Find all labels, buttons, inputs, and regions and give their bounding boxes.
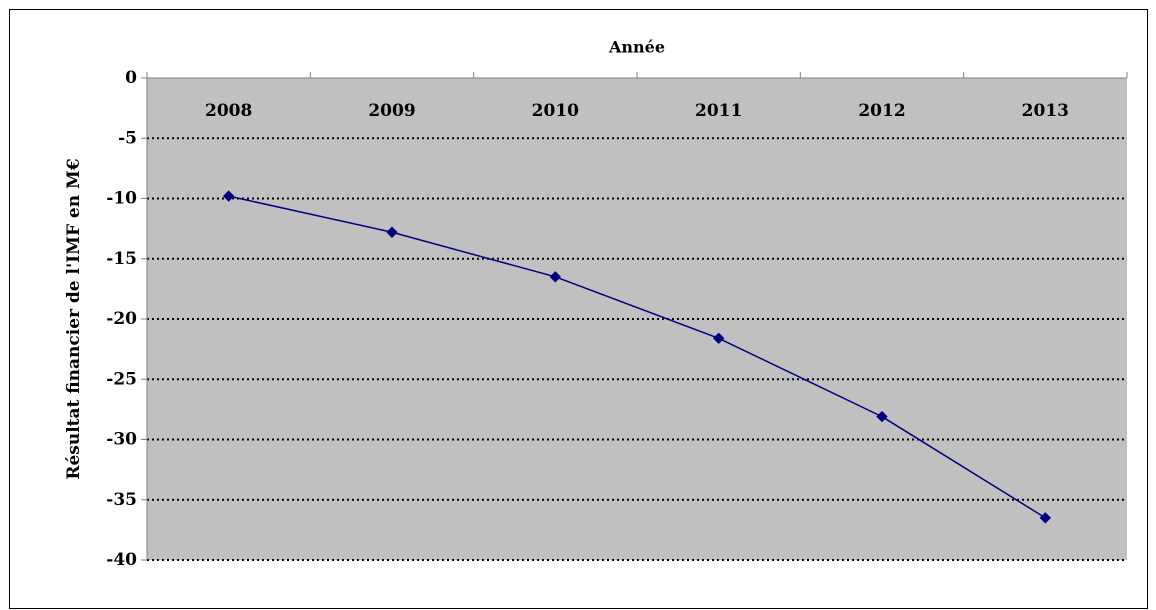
series	[222, 190, 1052, 524]
data-point	[876, 410, 888, 423]
y-tick-label: -20	[106, 309, 137, 329]
chart-frame: 0 -5 -10 -15 -20 -25 -30 -35 -40 2008 2009 2010 201…	[9, 9, 1148, 609]
y-tick-label: 0	[125, 68, 137, 88]
y-tick-label: -35	[106, 490, 137, 510]
x-tick-label: 2010	[532, 101, 579, 121]
y-axis: 0 -5 -10 -15 -20 -25 -30 -35 -40	[106, 68, 147, 570]
x-tick-label: 2008	[205, 101, 252, 121]
x-axis-title: Année	[608, 38, 665, 57]
x-tick-label: 2012	[858, 101, 905, 121]
gridlines	[147, 137, 1127, 561]
y-axis-title: Résultat financier de l'IMF en M€	[64, 158, 84, 480]
x-tick-label: 2013	[1022, 101, 1069, 121]
y-tick-label: -15	[106, 249, 137, 269]
data-point	[222, 190, 235, 202]
data-point	[712, 332, 725, 344]
y-tick-label: -40	[106, 550, 137, 570]
y-tick-label: -30	[106, 430, 137, 450]
data-point	[386, 226, 398, 238]
x-tick-label: 2011	[695, 101, 742, 121]
data-point	[1039, 512, 1052, 524]
x-axis: 2008 2009 2010 2011 2012 2013	[146, 72, 1128, 121]
y-tick-label: -10	[106, 189, 137, 209]
chart: 0 -5 -10 -15 -20 -25 -30 -35 -40 2008 2009 2010 201…	[64, 38, 1128, 570]
data-point	[549, 271, 562, 283]
y-tick-label: -25	[106, 369, 137, 389]
x-tick-label: 2009	[368, 101, 415, 121]
series-line	[228, 195, 1046, 519]
y-tick-label: -5	[118, 128, 137, 148]
